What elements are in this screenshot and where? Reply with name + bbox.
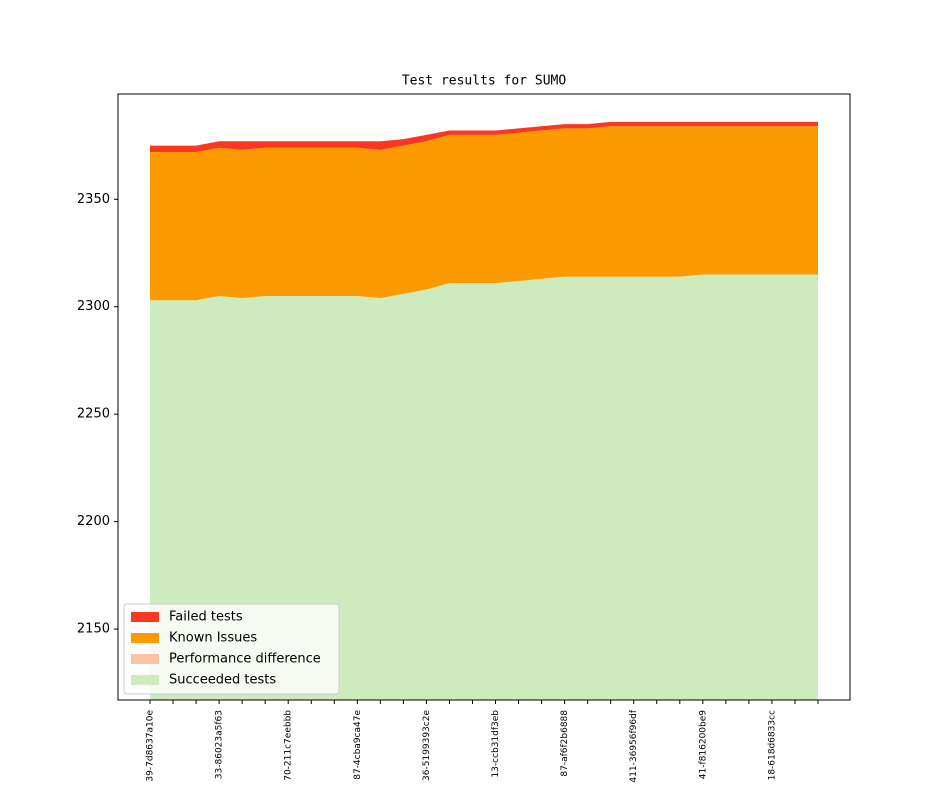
legend-label: Known Issues [169, 631, 257, 646]
area [150, 274, 818, 700]
x-tick-label: 18-618d6833cc [767, 710, 777, 780]
legend-swatch [131, 612, 159, 622]
y-tick-label: 2200 [77, 514, 110, 529]
x-tick-label: 36-5199393c2e [422, 710, 432, 781]
y-tick-label: 2300 [77, 299, 110, 314]
y-tick-label: 2250 [77, 407, 110, 422]
plot-area [150, 121, 818, 700]
area [150, 121, 818, 153]
chart-title: Test results for SUMO [402, 74, 567, 89]
legend-box [123, 603, 340, 695]
x-tick-label: 41-f816200be9 [698, 710, 708, 779]
x-tick-label: 39-7d8637a10e [146, 710, 156, 782]
x-tick-label: 33-86023a5f63 [215, 710, 225, 779]
x-tick-label: 13-ccb31df3eb [491, 710, 501, 778]
y-tick-label: 2350 [77, 192, 110, 207]
x-tick-label: 87-af6f2b6888 [560, 710, 570, 777]
legend-label: Performance difference [169, 652, 321, 667]
x-tick-label: 87-4cba9ca47e [353, 710, 363, 780]
legend-swatch [131, 633, 159, 643]
axes-frame [117, 93, 851, 701]
y-tick-label: 2150 [77, 622, 110, 637]
legend-label: Failed tests [169, 610, 243, 625]
legend-swatch [131, 654, 159, 664]
legend-label: Succeeded tests [169, 673, 276, 688]
x-tick-label: 70-211c7eebbb [284, 710, 294, 781]
legend-swatch [131, 675, 159, 685]
x-tick-label: 411-36956f96df [629, 709, 639, 782]
area [150, 126, 818, 301]
